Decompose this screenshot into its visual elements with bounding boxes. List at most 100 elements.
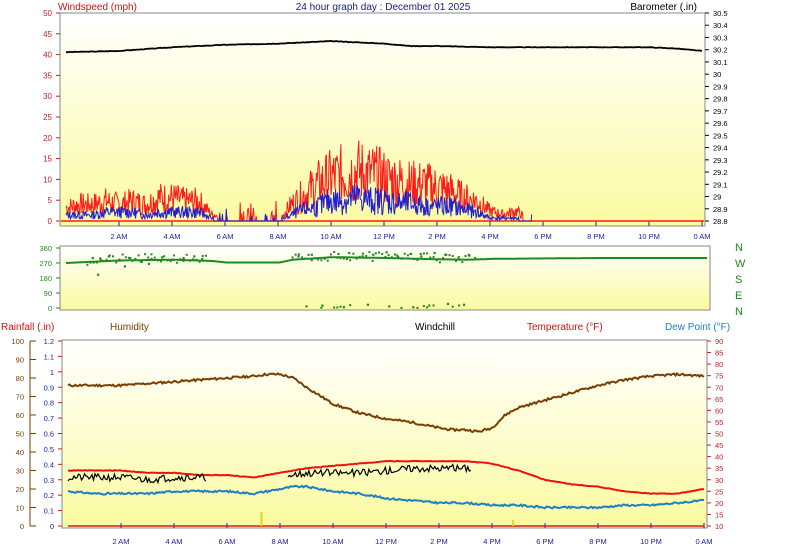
direction-point [462, 303, 466, 306]
direction-point [337, 252, 340, 256]
temp-y-tick-label: 90 [715, 337, 723, 346]
direction-point [147, 262, 150, 266]
windspeed-axis-title: Windspeed (mph) [58, 2, 137, 13]
direction-point [134, 257, 137, 260]
wind-x-tick-label: 2 AM [110, 232, 127, 241]
thermo-x-tick-label: 10 AM [322, 537, 343, 546]
legend-windchill: Windchill [415, 322, 455, 333]
rain-y-tick-label: 0.9 [44, 383, 54, 392]
wind-average-series [65, 184, 533, 222]
direction-point [470, 258, 473, 261]
temp-y-tick-label: 45 [715, 441, 723, 450]
wind-x-tick-label: 6 AM [216, 232, 233, 241]
wind-y-tick-label: 50 [43, 9, 52, 18]
legend-dewpoint: Dew Point (°F) [665, 322, 730, 333]
rain-y-tick-label: 0.1 [44, 507, 54, 516]
direction-point [464, 255, 467, 258]
humidity-y-tick-label: 20 [16, 485, 24, 494]
direction-panel [59, 245, 711, 311]
direction-point [192, 258, 195, 261]
barometer-y-tick-label: 30.2 [713, 46, 728, 55]
direction-point [461, 261, 464, 264]
direction-point [352, 252, 355, 255]
direction-point [378, 251, 381, 254]
windchill-series [287, 463, 472, 479]
direction-point [182, 257, 185, 260]
barometer-y-tick-label: 29 [713, 193, 721, 202]
wind-x-tick-label: 2 PM [428, 232, 446, 241]
direction-point [349, 259, 352, 262]
direction-point [317, 258, 320, 261]
direction-point [365, 254, 368, 257]
direction-point [121, 253, 124, 256]
barometer-y-tick-label: 30.3 [713, 33, 728, 42]
direction-point [320, 306, 323, 309]
humidity-y-tick-label: 10 [16, 504, 24, 513]
temp-y-tick-label: 85 [715, 349, 723, 358]
direction-point [166, 259, 169, 262]
graph-title: 24 hour graph day : December 01 2025 [296, 2, 471, 13]
temp-y-tick-label: 55 [715, 418, 723, 427]
rain-y-tick-label: 0.4 [44, 460, 54, 469]
direction-point [342, 257, 345, 260]
direction-point [105, 258, 108, 261]
direction-point [201, 254, 204, 257]
direction-point [374, 252, 377, 255]
wind-x-tick-label: 4 PM [481, 232, 499, 241]
temp-y-tick-label: 10 [715, 522, 723, 531]
wind-x-tick-label: 12 PM [373, 232, 395, 241]
thermo-panel [61, 339, 708, 529]
temp-y-tick-label: 80 [715, 360, 723, 369]
temp-y-tick-label: 25 [715, 487, 723, 496]
direction-point [358, 255, 361, 258]
direction-point [339, 257, 342, 260]
barometer-y-tick-label: 30.5 [713, 9, 728, 18]
direction-point [372, 253, 375, 256]
direction-y-tick-label: 180 [39, 274, 52, 283]
direction-point [323, 257, 326, 260]
direction-point [445, 253, 448, 256]
direction-point [86, 263, 89, 266]
direction-point [397, 255, 400, 258]
wind-y-tick-label: 0 [48, 217, 53, 226]
wind-y-tick-label: 40 [43, 51, 52, 60]
thermo-x-tick-label: 6 PM [536, 537, 554, 546]
direction-point [457, 256, 460, 259]
humidity-y-tick-label: 40 [16, 448, 24, 457]
direction-point [156, 259, 159, 262]
direction-point [432, 304, 435, 307]
direction-point [458, 258, 461, 261]
temp-y-tick-label: 70 [715, 383, 723, 392]
compass-label: W [735, 258, 746, 270]
temp-y-tick-label: 50 [715, 430, 723, 439]
direction-point [336, 256, 339, 259]
barometer-y-tick-label: 29.4 [713, 144, 728, 153]
rain-y-tick-label: 1 [50, 368, 54, 377]
wind-y-tick-label: 25 [43, 113, 52, 122]
direction-point [422, 252, 425, 255]
direction-y-tick-label: 270 [39, 259, 52, 268]
compass-label: N [735, 242, 743, 254]
direction-point [144, 253, 147, 256]
direction-point [451, 254, 454, 257]
direction-point [115, 261, 118, 264]
barometer-y-tick-label: 29.8 [713, 95, 728, 104]
direction-point [188, 259, 191, 262]
thermo-x-tick-label: 4 AM [165, 537, 182, 546]
direction-point [304, 257, 307, 260]
direction-point [371, 259, 374, 262]
thermo-x-tick-label: 2 AM [112, 537, 129, 546]
humidity-series [67, 371, 705, 433]
direction-point [416, 259, 419, 262]
wind-y-tick-label: 45 [43, 30, 52, 39]
direction-point [348, 252, 351, 255]
direction-point [307, 253, 310, 256]
direction-point [435, 259, 438, 262]
rain-y-tick-label: 1.2 [44, 337, 54, 346]
direction-point [426, 252, 429, 255]
thermo-x-tick-label: 8 AM [271, 537, 288, 546]
direction-point [390, 256, 393, 259]
direction-point [305, 305, 308, 308]
barometer-y-tick-label: 30 [713, 70, 721, 79]
